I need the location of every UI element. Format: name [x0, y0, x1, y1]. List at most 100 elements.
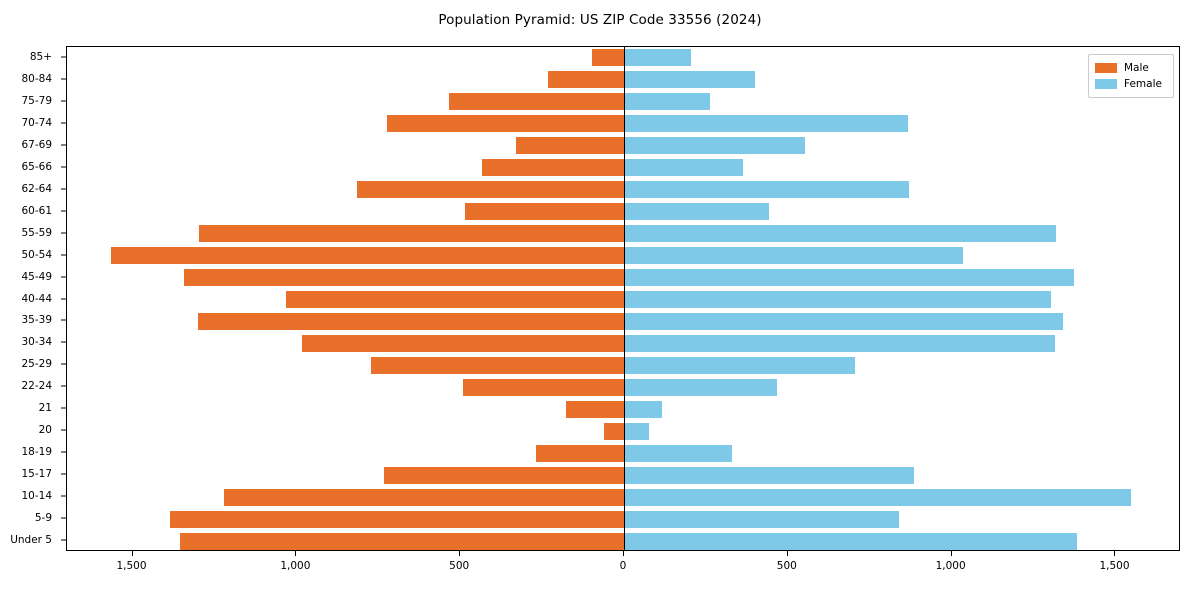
bar-male-30-34: [302, 334, 624, 352]
y-axis-tick: [61, 298, 66, 299]
bar-male-under-5: [180, 532, 624, 550]
y-axis-tick: [61, 232, 66, 234]
legend-item-female[interactable]: Female: [1095, 76, 1167, 92]
bar-male-85-: [591, 49, 624, 67]
y-axis-tick: [61, 276, 66, 278]
y-axis-label-20: 20: [38, 424, 52, 437]
plot-area: [66, 46, 1180, 551]
bar-male-18-19: [535, 444, 624, 462]
bar-female-67-69: [624, 137, 805, 155]
bar-female-65-66: [624, 159, 743, 177]
bar-male-20: [604, 422, 624, 440]
y-axis-tick: [61, 100, 66, 102]
bar-male-62-64: [357, 181, 624, 199]
y-axis-label-55-59: 55-59: [21, 226, 52, 239]
bar-female-85-: [624, 49, 691, 67]
bar-male-67-69: [515, 137, 624, 155]
x-axis: 1,500 1,000 500 0 500 1,000 1,500: [0, 551, 1200, 591]
bar-male-75-79: [449, 93, 624, 111]
bar-female-under-5: [624, 532, 1078, 550]
bar-female-10-14: [624, 488, 1131, 506]
y-axis-tick: [61, 78, 66, 80]
y-axis-label-40-44: 40-44: [21, 292, 52, 305]
y-axis-tick: [61, 319, 66, 321]
y-axis-label-45-49: 45-49: [21, 270, 52, 283]
legend-label: Female: [1124, 78, 1162, 90]
x-axis-tick: [459, 551, 461, 556]
x-axis-tick: [623, 551, 624, 556]
x-axis-label-6: 1,500: [1099, 560, 1130, 572]
bar-female-80-84: [624, 71, 755, 89]
zero-axis-line: [624, 47, 625, 550]
y-axis-label-18-19: 18-19: [21, 446, 52, 459]
bar-male-25-29: [371, 356, 624, 374]
bars-layer: [67, 47, 1179, 550]
y-axis-label-10-14: 10-14: [21, 490, 52, 503]
x-axis-label-1: 1,000: [280, 560, 311, 572]
x-axis-tick: [1114, 551, 1116, 556]
y-axis-label-85-: 85+: [29, 50, 52, 63]
x-axis-tick: [131, 551, 133, 556]
y-axis-tick: [61, 385, 66, 387]
legend-label: Male: [1124, 62, 1149, 74]
bar-female-22-24: [624, 378, 777, 396]
y-axis-label-50-54: 50-54: [21, 248, 52, 261]
y-axis-label-21: 21: [38, 402, 52, 415]
bar-female-21: [624, 400, 662, 418]
x-axis-label-0: 1,500: [116, 560, 147, 572]
bar-male-55-59: [199, 225, 624, 243]
bar-male-10-14: [223, 488, 624, 506]
y-axis-tick: [61, 56, 66, 58]
y-axis-label-62-64: 62-64: [21, 182, 52, 195]
bar-female-50-54: [624, 247, 963, 265]
y-axis-tick: [61, 188, 66, 190]
x-axis-tick: [786, 551, 788, 556]
legend-swatch-male-icon: [1095, 63, 1117, 73]
bar-female-70-74: [624, 115, 908, 133]
bar-female-40-44: [624, 291, 1051, 308]
legend-item-male[interactable]: Male: [1095, 60, 1167, 76]
y-axis-label-under-5: Under 5: [10, 534, 52, 547]
y-axis-tick: [61, 210, 66, 212]
bar-female-60-61: [624, 203, 770, 221]
bar-female-15-17: [624, 466, 915, 484]
y-axis-tick: [61, 451, 66, 453]
bar-male-15-17: [384, 466, 624, 484]
y-axis-tick: [61, 144, 66, 146]
bar-female-62-64: [624, 181, 910, 199]
legend-swatch-female-icon: [1095, 79, 1117, 89]
bar-female-30-34: [624, 334, 1055, 352]
y-axis-tick: [61, 363, 66, 365]
x-axis-tick: [295, 551, 297, 556]
y-axis-label-65-66: 65-66: [21, 160, 52, 173]
y-axis-tick: [61, 254, 66, 256]
y-axis-label-35-39: 35-39: [21, 314, 52, 327]
y-axis-tick: [61, 122, 66, 124]
x-axis-label-2: 500: [449, 560, 470, 572]
y-axis-tick: [61, 495, 66, 497]
bar-female-55-59: [624, 225, 1057, 243]
y-axis-tick: [61, 517, 66, 519]
y-axis-tick: [61, 407, 66, 409]
bar-male-40-44: [285, 291, 624, 308]
y-axis: Under 5 5-9 10-14 15-17 18-19 20 21 22-24 25-29 3…: [0, 46, 66, 551]
y-axis-tick: [61, 166, 66, 168]
bar-male-45-49: [183, 269, 624, 287]
y-axis-label-15-17: 15-17: [21, 468, 52, 481]
y-axis-label-5-9: 5-9: [34, 512, 52, 525]
y-axis-label-22-24: 22-24: [21, 380, 52, 393]
y-axis-label-80-84: 80-84: [21, 72, 52, 85]
bar-male-5-9: [169, 510, 624, 528]
bar-female-75-79: [624, 93, 710, 111]
bar-female-25-29: [624, 356, 855, 374]
chart-title: Population Pyramid: US ZIP Code 33556 (2…: [438, 12, 762, 28]
x-axis-label-5: 1,000: [935, 560, 966, 572]
y-axis-label-75-79: 75-79: [21, 94, 52, 107]
y-axis-label-30-34: 30-34: [21, 336, 52, 349]
bar-male-70-74: [387, 115, 624, 133]
bar-male-21: [566, 400, 624, 418]
bar-female-45-49: [624, 269, 1074, 287]
chart-legend: Male Female: [1088, 54, 1174, 98]
y-axis-tick: [61, 341, 66, 343]
y-axis-label-67-69: 67-69: [21, 138, 52, 151]
